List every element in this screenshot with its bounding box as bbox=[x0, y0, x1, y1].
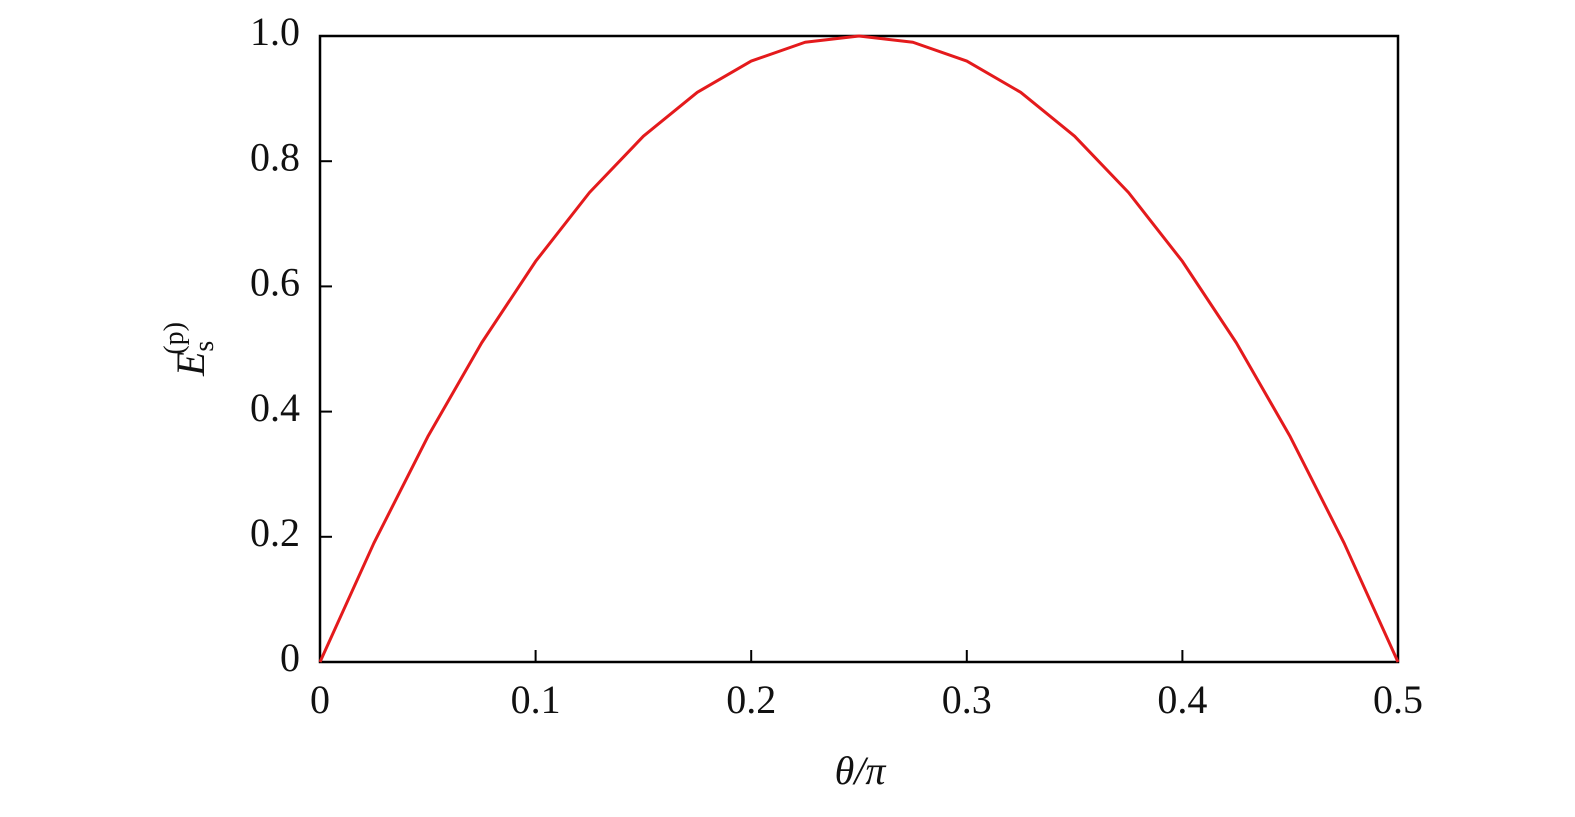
y-tick-label: 0.2 bbox=[250, 510, 300, 555]
y-tick-label: 0.6 bbox=[250, 260, 300, 305]
x-axis-label: θ/π bbox=[835, 748, 887, 793]
y-axis-label: Es(p) bbox=[159, 322, 220, 377]
x-tick-label: 0 bbox=[310, 677, 330, 722]
data-line bbox=[318, 34, 1400, 663]
plot-frame bbox=[318, 34, 1400, 664]
y-label-sup: (p) bbox=[159, 322, 190, 355]
x-tick-label: 0.1 bbox=[511, 677, 561, 722]
y-label-sub: s bbox=[189, 341, 220, 352]
y-tick-label: 0.8 bbox=[250, 134, 300, 179]
x-tick-label: 0.4 bbox=[1157, 677, 1207, 722]
y-tick-label: 0.4 bbox=[250, 385, 300, 430]
y-tick-label: 0 bbox=[280, 635, 300, 680]
y-tick-label: 1.0 bbox=[250, 9, 300, 54]
y-label-base: E bbox=[168, 352, 213, 377]
x-tick-label: 0.2 bbox=[726, 677, 776, 722]
x-tick-label: 0.3 bbox=[942, 677, 992, 722]
x-tick-label: 0.5 bbox=[1373, 677, 1423, 722]
